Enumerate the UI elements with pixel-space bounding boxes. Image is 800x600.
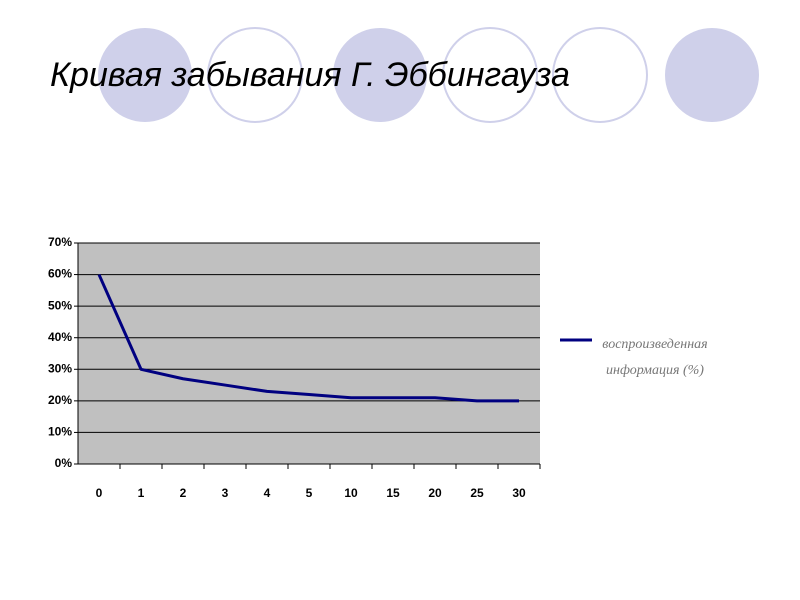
plot-area <box>78 243 540 464</box>
x-tick-label: 2 <box>180 486 187 500</box>
data-line <box>97 273 519 403</box>
y-tick-label: 70% <box>48 235 72 249</box>
chart-title: Кривая забывания Г. Эббингауза <box>50 56 570 94</box>
x-tick-label: 20 <box>428 486 442 500</box>
y-tick-label: 0% <box>55 456 73 470</box>
x-tick-label: 3 <box>222 486 229 500</box>
x-tick-label: 4 <box>264 486 271 500</box>
legend-label: воспроизведенная информация (%) <box>602 337 708 378</box>
x-tick-label: 25 <box>470 486 484 500</box>
decoration <box>98 27 759 123</box>
y-tick-label: 30% <box>48 361 72 375</box>
x-tick-label: 30 <box>512 486 526 500</box>
x-tick-label: 1 <box>138 486 145 500</box>
y-tick-label: 50% <box>48 298 72 312</box>
y-tick-label: 40% <box>48 330 72 344</box>
y-tick-label: 10% <box>48 425 72 439</box>
x-tick-label: 15 <box>386 486 400 500</box>
x-tick-label: 5 <box>306 486 313 500</box>
x-tick-label: 0 <box>96 486 103 500</box>
y-tick-label: 20% <box>48 393 72 407</box>
x-tick-label: 10 <box>344 486 358 500</box>
y-tick-label: 60% <box>48 267 72 281</box>
